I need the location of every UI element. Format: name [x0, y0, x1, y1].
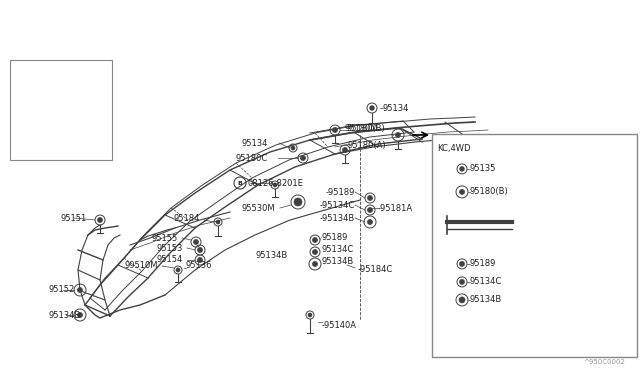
Circle shape	[97, 218, 102, 222]
Text: 95155: 95155	[152, 234, 178, 243]
Circle shape	[460, 189, 465, 195]
Circle shape	[308, 313, 312, 317]
Text: 95184: 95184	[173, 214, 200, 222]
Text: 95151: 95151	[60, 214, 86, 222]
Circle shape	[460, 167, 464, 171]
Circle shape	[333, 128, 337, 132]
Text: 95134C: 95134C	[322, 244, 355, 253]
Text: 95136: 95136	[186, 262, 212, 270]
Circle shape	[177, 269, 180, 272]
Text: -95181A: -95181A	[378, 203, 413, 212]
Circle shape	[460, 262, 465, 266]
Circle shape	[216, 220, 220, 224]
Bar	[432, 134, 637, 357]
Text: -95184C: -95184C	[358, 266, 393, 275]
Circle shape	[198, 247, 202, 253]
Text: 95134: 95134	[242, 138, 268, 148]
Circle shape	[460, 279, 465, 285]
Text: 95134B: 95134B	[255, 250, 287, 260]
Circle shape	[312, 237, 317, 243]
Text: 95134B: 95134B	[48, 311, 80, 320]
Text: B: B	[237, 180, 243, 186]
Circle shape	[193, 240, 198, 244]
Text: ^950C0002: ^950C0002	[583, 359, 625, 365]
Text: -95134B: -95134B	[320, 214, 355, 222]
Circle shape	[312, 250, 317, 254]
Circle shape	[273, 183, 276, 187]
Text: 95134C: 95134C	[470, 278, 502, 286]
Text: 95154: 95154	[157, 256, 183, 264]
Text: 95180(B): 95180(B)	[346, 124, 385, 132]
Text: 95134: 95134	[383, 103, 410, 112]
Text: 95189: 95189	[470, 259, 497, 269]
Text: 95152: 95152	[48, 285, 74, 295]
Text: 95180(A): 95180(A)	[348, 141, 387, 150]
Bar	[10, 60, 112, 160]
Text: 95189: 95189	[322, 232, 348, 241]
Circle shape	[294, 198, 302, 206]
Text: 95180C: 95180C	[236, 154, 268, 163]
Text: -95134C: -95134C	[320, 201, 355, 209]
Text: 95153: 95153	[157, 244, 183, 253]
Circle shape	[301, 155, 305, 160]
Text: 95134B: 95134B	[470, 295, 502, 304]
Text: 99510M: 99510M	[125, 262, 158, 270]
Circle shape	[77, 288, 83, 292]
Circle shape	[198, 257, 202, 263]
Circle shape	[367, 196, 372, 201]
Text: 95180(B): 95180(B)	[470, 187, 509, 196]
Circle shape	[459, 297, 465, 303]
Text: 08126-8201E: 08126-8201E	[247, 179, 303, 187]
Text: 95135: 95135	[470, 164, 497, 173]
Text: 95134B: 95134B	[322, 257, 355, 266]
Text: -95189: -95189	[326, 187, 355, 196]
Text: 95180M: 95180M	[345, 124, 379, 132]
Circle shape	[396, 132, 401, 138]
Text: -95140A: -95140A	[322, 321, 357, 330]
Circle shape	[367, 208, 372, 212]
Circle shape	[291, 147, 294, 150]
Text: 95530M: 95530M	[241, 203, 275, 212]
Circle shape	[312, 262, 317, 266]
Circle shape	[77, 312, 83, 317]
Circle shape	[367, 219, 372, 224]
Text: KC,4WD: KC,4WD	[437, 144, 470, 153]
Circle shape	[370, 106, 374, 110]
Circle shape	[342, 148, 348, 153]
